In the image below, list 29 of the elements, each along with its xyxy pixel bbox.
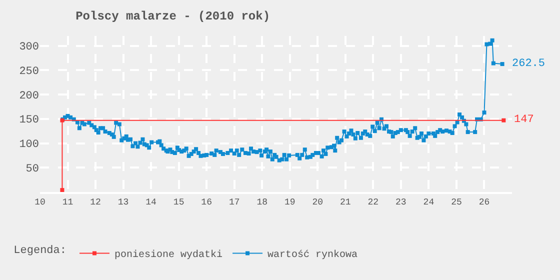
y-tick-label: 100 bbox=[19, 139, 39, 152]
x-tick-label: 11 bbox=[62, 198, 74, 208]
x-tick-label: 19 bbox=[284, 198, 296, 208]
x-tick-label: 26 bbox=[478, 198, 490, 208]
legend-label: poniesione wydatki bbox=[114, 249, 223, 262]
y-tick-label: 200 bbox=[19, 90, 39, 102]
y-tick-label: 50 bbox=[26, 163, 39, 176]
y-tick-label: 250 bbox=[19, 66, 39, 78]
legend-label: wartość rynkowa bbox=[268, 249, 358, 262]
x-tick-label: 13 bbox=[118, 198, 129, 208]
x-tick-label: 20 bbox=[312, 198, 324, 208]
annotation: 262.5 bbox=[512, 58, 546, 70]
x-tick-label: 18 bbox=[256, 198, 268, 208]
x-tick-label: 21 bbox=[340, 198, 351, 208]
x-tick-label: 25 bbox=[451, 198, 462, 208]
legend-title: Legenda: bbox=[14, 245, 66, 258]
x-tick-label: 12 bbox=[90, 198, 101, 208]
annotation: 147 bbox=[514, 114, 534, 126]
x-tick-label: 22 bbox=[368, 198, 379, 208]
x-tick-label: 17 bbox=[228, 198, 240, 208]
x-tick-label: 10 bbox=[34, 198, 46, 208]
y-tick-label: 300 bbox=[19, 42, 39, 54]
x-tick-label: 24 bbox=[423, 198, 434, 208]
x-tick-label: 16 bbox=[201, 198, 212, 208]
x-tick-label: 15 bbox=[173, 198, 184, 208]
x-tick-label: 14 bbox=[146, 198, 156, 208]
y-tick-label: 150 bbox=[19, 114, 39, 127]
x-tick-label: 23 bbox=[396, 198, 406, 208]
chart-title: Polscy malarze - (2010 rok) bbox=[76, 10, 270, 24]
